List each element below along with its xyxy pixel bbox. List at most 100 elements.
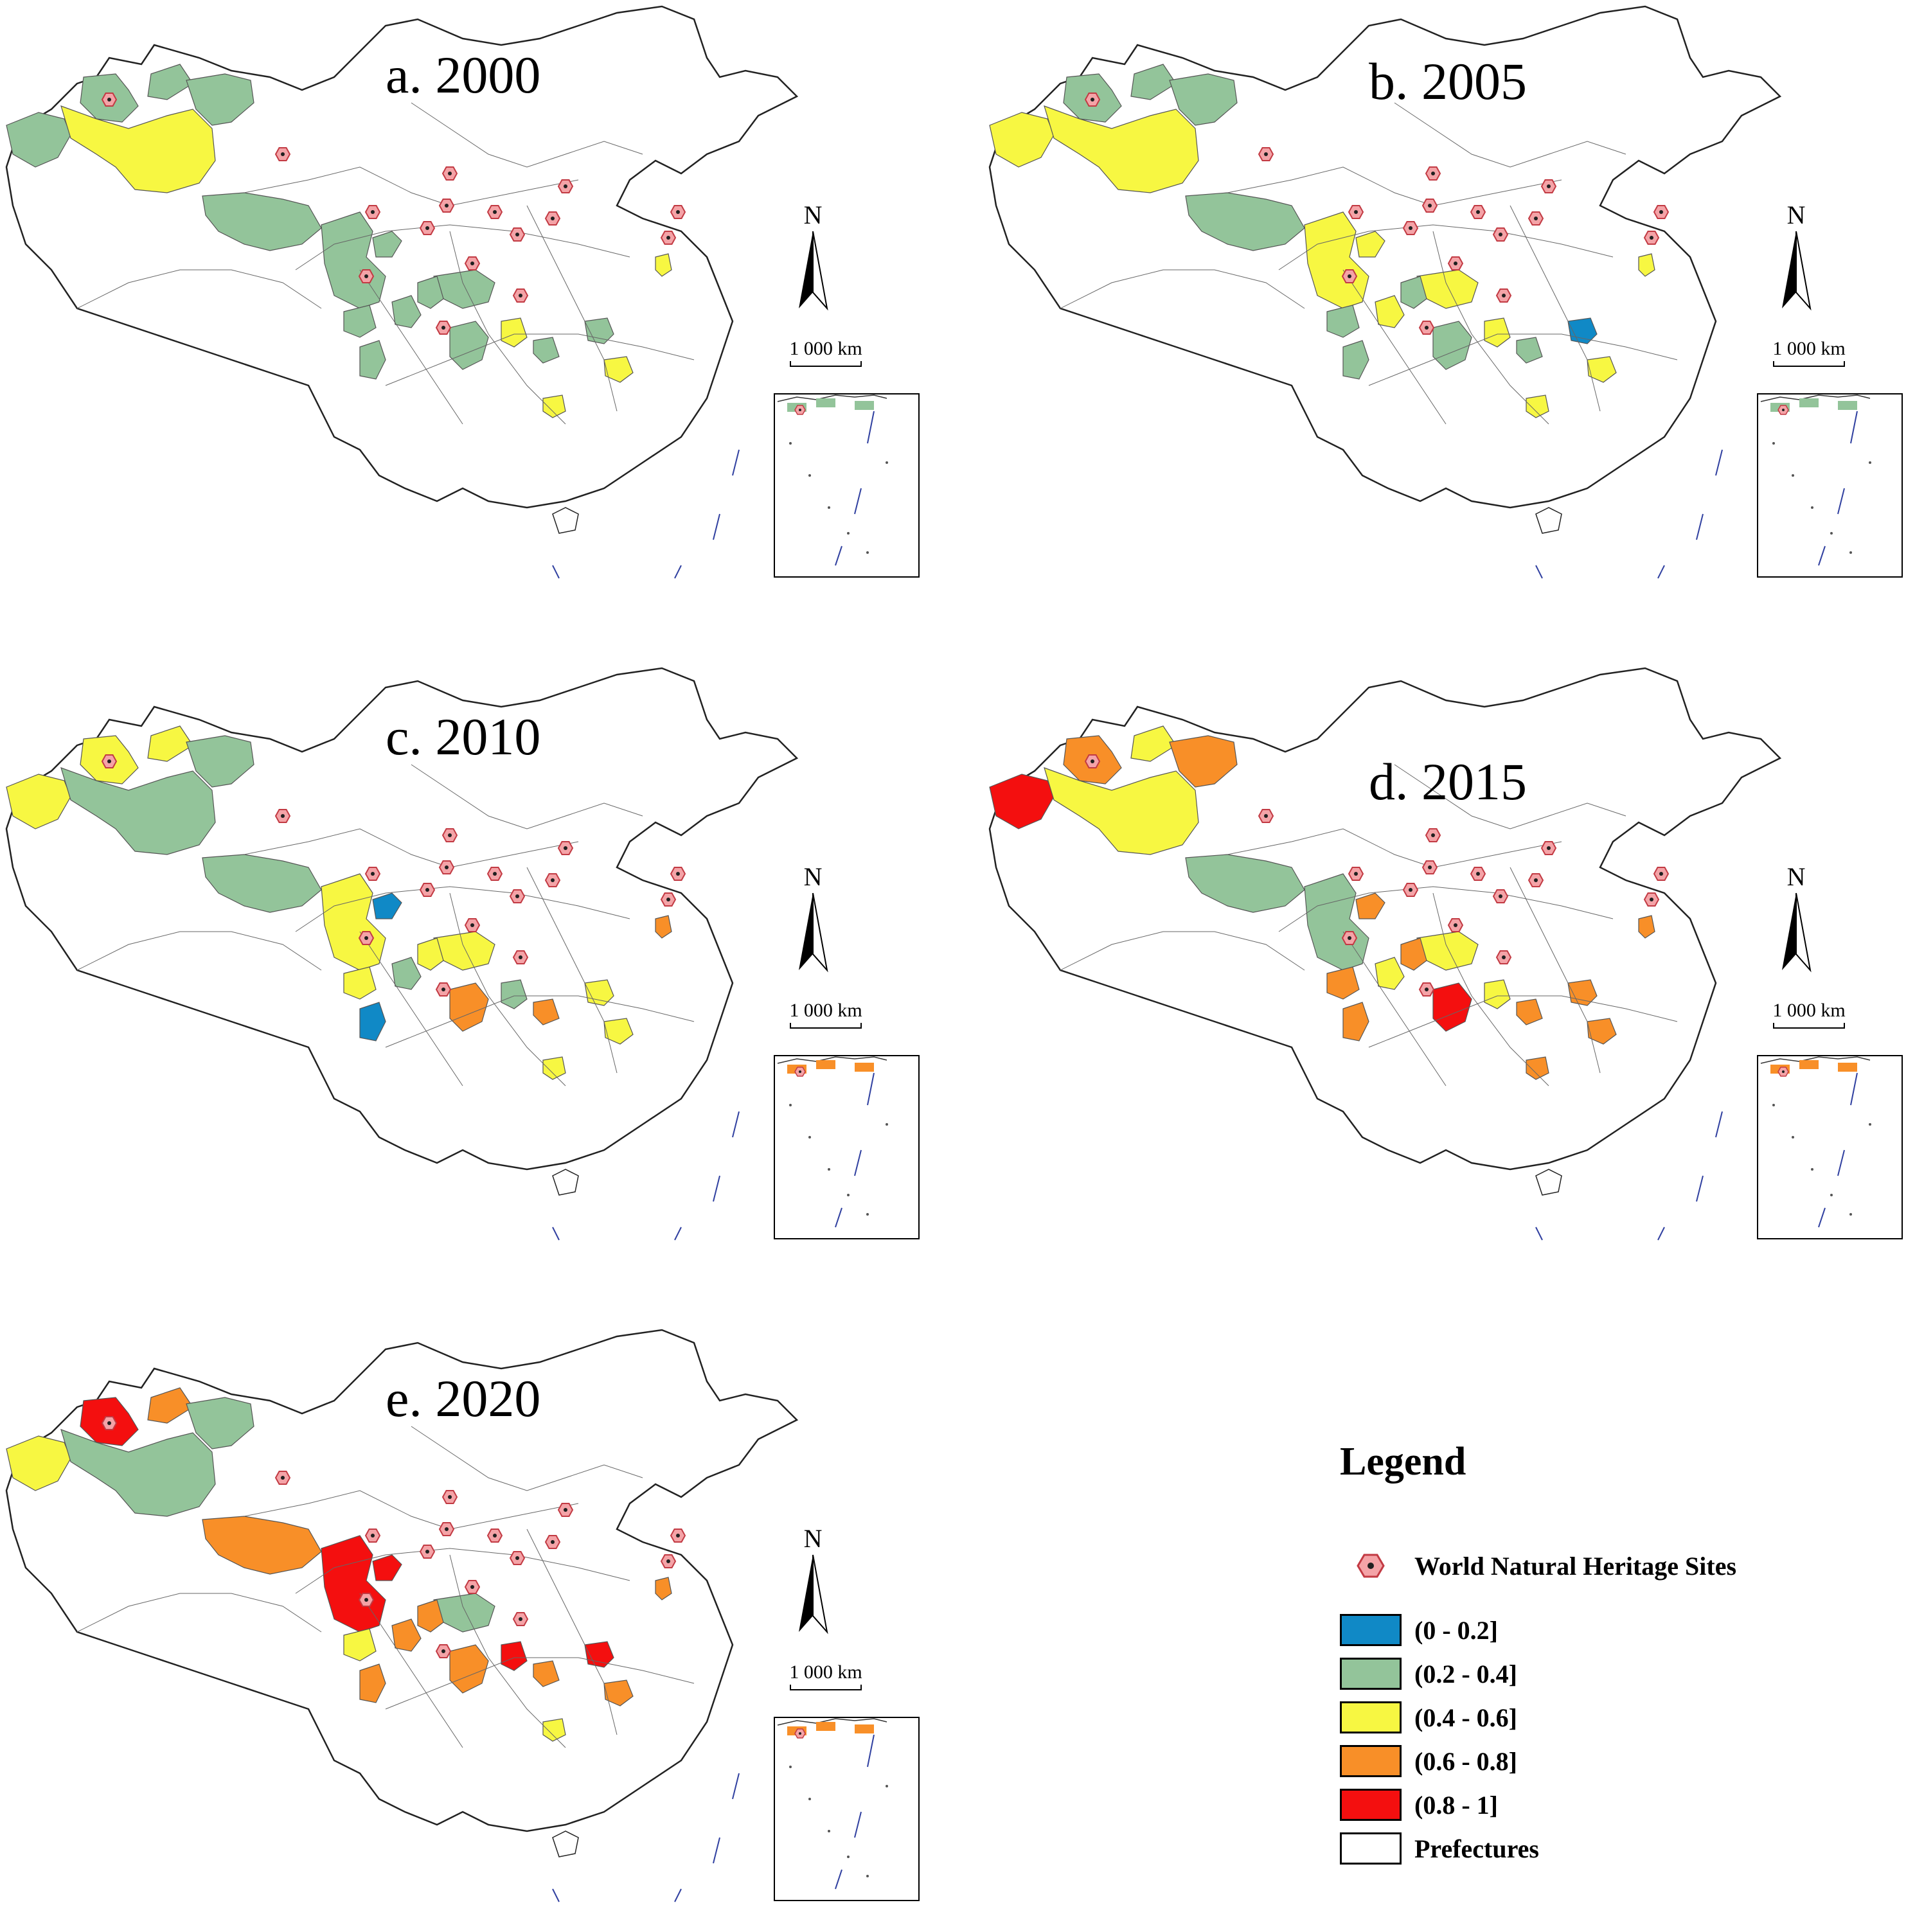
region-sichuan-s	[1400, 276, 1427, 309]
heritage-site-icon	[1421, 199, 1438, 213]
region-sichuan-s	[417, 1599, 444, 1633]
prefecture-boundary	[411, 102, 643, 168]
sea-boundary-dashes	[552, 1111, 740, 1241]
heritage-site-icon	[438, 1522, 455, 1536]
region-yunnan-s	[359, 340, 386, 380]
region-xinjiang-east	[147, 725, 193, 762]
region-jiangxi	[1587, 1018, 1617, 1045]
region-zhejiang	[655, 1577, 672, 1600]
prefecture-boundary	[295, 224, 630, 270]
prefecture-boundary	[385, 995, 695, 1048]
heritage-site-icon	[435, 982, 452, 997]
region-yunnan-c	[1375, 957, 1405, 990]
south-china-sea-inset	[1757, 1055, 1903, 1239]
prefecture-boundary	[1432, 231, 1549, 425]
heritage-site-icon	[486, 205, 503, 219]
panel-title-b: b. 2005	[1369, 52, 1527, 111]
heritage-site-icon	[512, 1612, 529, 1626]
hainan-island	[1535, 507, 1562, 534]
heritage-site-icon	[1653, 205, 1670, 219]
prefecture-boundary	[76, 931, 322, 971]
heritage-site-icon	[441, 828, 458, 842]
heritage-site-icon	[435, 321, 452, 335]
legend-label: Prefectures	[1414, 1834, 1539, 1863]
region-altai	[186, 1397, 254, 1449]
legend-label: (0.2 - 0.4]	[1414, 1659, 1517, 1688]
region-sichuan-east	[1355, 892, 1385, 919]
region-yunnan-s	[1342, 1002, 1369, 1041]
region-zhejiang	[1638, 915, 1655, 939]
prefecture-boundary	[1510, 205, 1601, 412]
heritage-site-icon	[274, 809, 291, 823]
region-xinjiang-west	[6, 112, 71, 168]
map-panel-c: N 1 000 km c. 2010	[0, 662, 964, 1241]
region-yunnan-s	[359, 1663, 386, 1703]
prefecture-boundary	[244, 166, 579, 206]
region-sichuan-s	[417, 276, 444, 309]
heritage-site-icon	[1341, 269, 1358, 283]
region-fujian	[542, 1056, 566, 1080]
prefecture-boundary	[1342, 269, 1447, 425]
region-qinghai	[1185, 854, 1305, 913]
heritage-site-icon	[512, 950, 529, 964]
scale-label: 1 000 km	[789, 1000, 862, 1021]
heritage-site-icon	[464, 256, 481, 270]
heritage-site-icon	[557, 179, 574, 193]
region-guangxi	[1516, 337, 1543, 364]
region-sichuan-east	[1355, 231, 1385, 258]
region-hunan	[449, 982, 489, 1032]
region-anhui	[584, 979, 614, 1006]
region-yunnan-nw	[343, 1628, 377, 1662]
region-jiangxi	[603, 1018, 634, 1045]
heritage-site-icon	[660, 1554, 677, 1568]
heritage-site-icon	[358, 931, 375, 945]
heritage-site-icon	[464, 1580, 481, 1594]
north-arrow-icon: N	[799, 862, 828, 973]
heritage-site-icon	[660, 231, 677, 245]
region-altai	[1169, 735, 1238, 788]
region-guangxi	[1516, 998, 1543, 1025]
map-svg-e: N 1 000 km	[5, 1329, 920, 1902]
region-xinjiang-center	[1044, 767, 1199, 855]
region-fujian	[542, 1718, 566, 1742]
legend-item: (0.8 - 1]	[1340, 1787, 1498, 1822]
region-sichuan-east	[372, 1554, 402, 1581]
heritage-site-icon	[101, 1416, 118, 1430]
heritage-site-icon	[670, 867, 686, 881]
prefecture-boundary	[1227, 166, 1562, 206]
heritage-site-icon	[441, 1490, 458, 1504]
region-jiangxi	[1587, 356, 1617, 383]
legend-swatch	[1340, 1789, 1402, 1821]
prefecture-boundary	[1394, 764, 1626, 829]
heritage-site-icon	[419, 883, 436, 897]
region-anhui	[1567, 979, 1598, 1006]
map-panel-a: N 1 000 km a. 2000	[0, 0, 964, 579]
scale-bar	[1773, 1023, 1845, 1029]
region-altai	[186, 735, 254, 788]
prefecture-boundary	[244, 1490, 579, 1530]
north-label: N	[804, 1524, 823, 1553]
legend-item: (0.2 - 0.4]	[1340, 1656, 1517, 1691]
heritage-site-icon	[512, 288, 529, 303]
heritage-site-icon	[1418, 982, 1435, 997]
heritage-site-icon	[509, 1551, 526, 1565]
prefecture-boundary	[244, 828, 579, 868]
heritage-site-icon	[1084, 93, 1101, 107]
north-label: N	[1787, 862, 1806, 891]
scale-label: 1 000 km	[1772, 1000, 1845, 1021]
heritage-site-icon	[358, 1593, 375, 1607]
region-guizhou	[501, 1641, 528, 1671]
region-qinghai	[202, 854, 322, 913]
region-zhejiang	[655, 915, 672, 939]
region-xinjiang-center	[60, 105, 216, 193]
heritage-site-icon	[274, 147, 291, 161]
heritage-site-icon	[1447, 256, 1464, 270]
legend-title: Legend	[1340, 1440, 1466, 1484]
scale-label: 1 000 km	[789, 338, 862, 359]
region-jiangxi	[603, 1679, 634, 1706]
heritage-site-icon	[1540, 841, 1557, 855]
heritage-site-icon	[419, 1545, 436, 1559]
map-svg-a: N 1 000 km	[5, 5, 920, 579]
north-arrow-icon: N	[799, 200, 828, 311]
heritage-site-icon	[1341, 931, 1358, 945]
